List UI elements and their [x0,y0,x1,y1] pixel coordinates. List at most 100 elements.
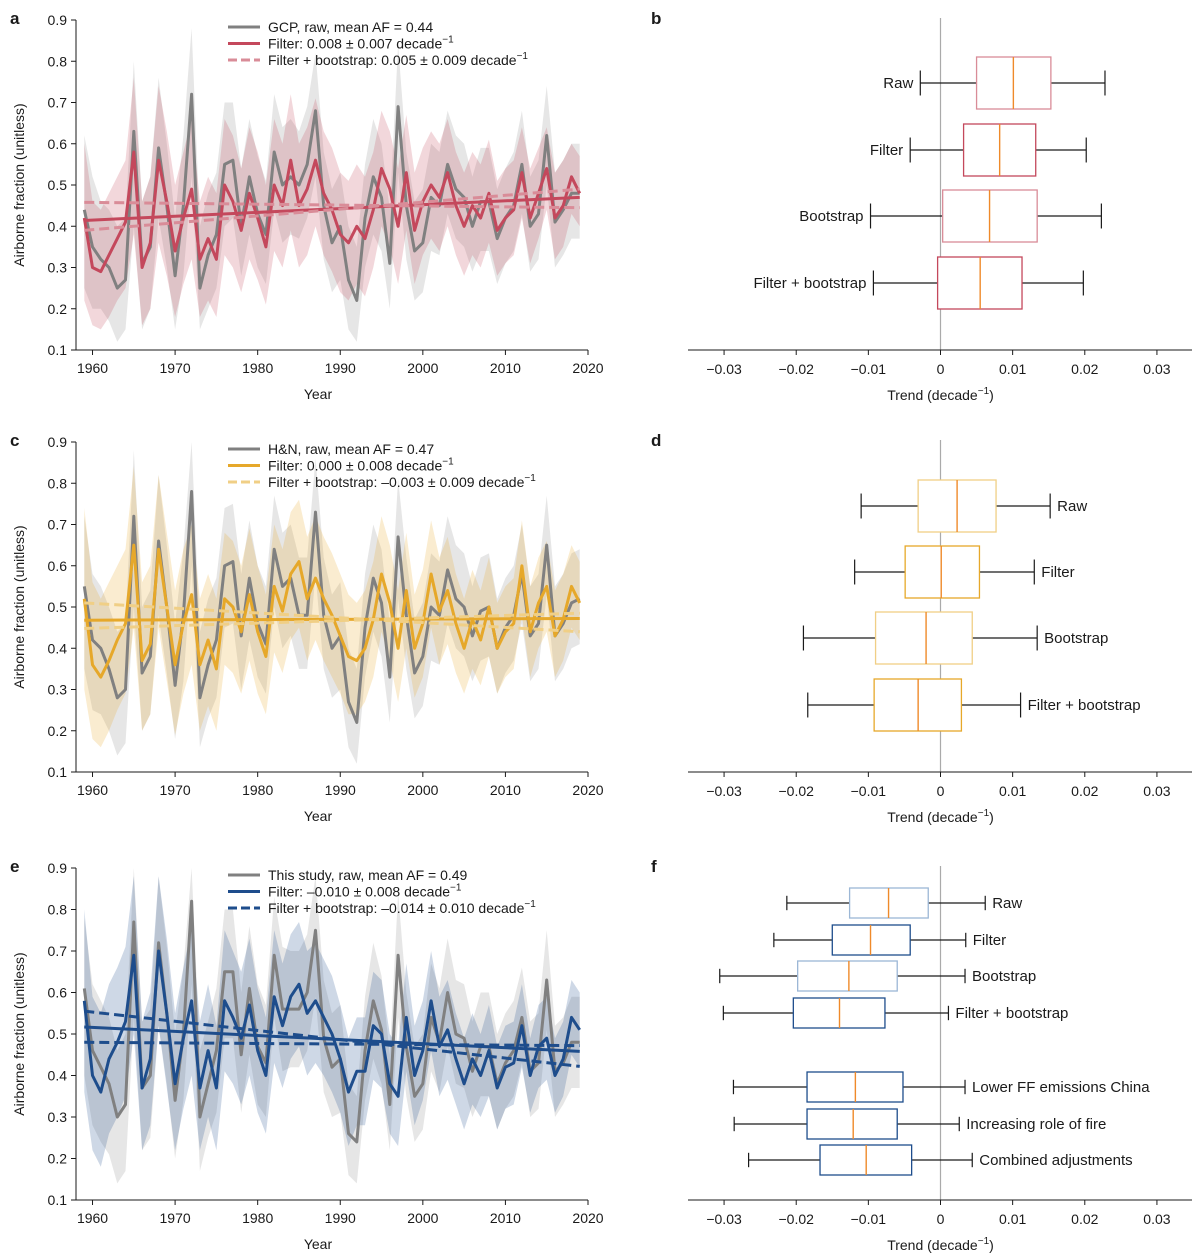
series-line-filter [82,949,581,1098]
x-tick-label: −0.03 [706,783,742,799]
y-tick-label: 0.2 [48,1151,68,1167]
box-label: Bootstrap [1044,630,1108,647]
y-tick-label: 0.9 [48,860,68,876]
bootstrap-trend-line [84,1009,580,1068]
x-tick-label: 2000 [407,1210,438,1226]
box-label: Filter + bootstrap [1028,697,1141,714]
bootstrap-trend-line [84,1040,580,1048]
y-tick-label: 0.2 [48,723,68,739]
x-tick-label: 0.02 [1071,783,1098,799]
x-axis-label: Year [304,1236,333,1252]
panel-d: d Raw Filter Bootstrap Filter + bootstrap −0.… [651,431,1192,825]
y-axis-label: Airborne fraction (unitless) [11,525,27,688]
y-tick-label: 0.2 [48,301,68,317]
panel-e: e 0.1 0.2 0.3 0.4 0.5 0.6 0.7 0.8 0.9 1960 1970 1980… [10,857,604,1252]
x-tick-label: 2010 [490,782,521,798]
legend-entry-main: Filter: 0.008 ± 0.007 decade [268,36,442,52]
legend-entry-main: Filter: 0.000 ± 0.008 decade [268,458,442,474]
x-axis-label-sup: −1 [978,808,990,819]
x-tick-label: 2020 [572,360,603,376]
y-tick-label: 0.3 [48,260,68,276]
uncertainty-band-raw [84,442,580,764]
x-axis-label: Trend (decade−1) [887,808,994,825]
legend-entry-sup: −1 [442,35,454,46]
y-tick-label: 0.6 [48,985,68,1001]
y-tick-label: 0.8 [48,902,68,918]
x-tick-label: 0 [937,1211,945,1227]
x-tick-label: 1990 [325,1210,356,1226]
y-tick-label: 0.8 [48,475,68,491]
x-axis-label-main: Trend (decade [887,809,978,825]
legend-entry: GCP, raw, mean AF = 0.44 [268,19,433,35]
y-tick-label: 0.1 [48,342,68,358]
x-axis-label-main: Trend (decade [887,387,978,403]
x-tick-label: −0.02 [778,361,814,377]
iqr-box [831,924,911,956]
x-tick-label: 2020 [572,1210,603,1226]
y-tick-label: 0.5 [48,599,68,615]
x-tick-label: 1980 [242,782,273,798]
box-label: Filter + bootstrap [753,275,866,292]
x-tick-label: 1960 [77,1210,108,1226]
x-tick-label: 0.01 [999,1211,1026,1227]
iqr-box [797,960,898,992]
x-tick-label: 2010 [490,360,521,376]
legend-entry: Filter + bootstrap: 0.005 ± 0.009 decade… [268,51,528,68]
box-label: Raw [883,75,913,92]
bootstrap-trend-line [84,187,580,232]
x-axis-label-sup: −1 [978,386,990,397]
x-tick-label: 2020 [572,782,603,798]
x-axis-label-close: ) [989,809,994,825]
legend-entry-sup: −1 [450,883,462,894]
box-label: Bootstrap [799,208,863,225]
uncertainty-band-filter [84,466,580,748]
y-tick-label: 0.9 [48,434,68,450]
box-label: Raw [1057,498,1087,515]
iqr-box [806,1108,898,1140]
y-tick-label: 0.3 [48,682,68,698]
legend-entry-main: Filter + bootstrap: –0.014 ± 0.010 decad… [268,900,525,916]
legend-entry-main: H&N, raw, mean AF = 0.47 [268,441,434,457]
x-tick-label: 1980 [242,1210,273,1226]
y-axis-label: Airborne fraction (unitless) [11,103,27,266]
uncertainty-band-raw [84,868,580,1184]
panel-letter-f: f [651,857,657,876]
x-tick-label: 0.01 [999,361,1026,377]
x-tick-label: 1960 [77,782,108,798]
y-tick-label: 0.4 [48,1068,68,1084]
box-label: Filter + bootstrap [955,1005,1068,1022]
box-label: Increasing role of fire [966,1116,1106,1133]
legend-entry-sup: −1 [524,473,536,484]
panel-letter-b: b [651,9,661,28]
y-tick-label: 0.8 [48,53,68,69]
y-tick-label: 0.1 [48,1192,68,1208]
legend-entry: This study, raw, mean AF = 0.49 [268,867,468,883]
x-tick-label: 0.02 [1071,361,1098,377]
panel-a: a 0.1 0.2 0.3 0.4 0.5 0.6 0.7 0.8 0.9 1960 1970 1980… [10,9,604,402]
x-tick-label: −0.01 [851,1211,887,1227]
box-label: Filter [973,932,1006,949]
y-tick-label: 0.5 [48,1026,68,1042]
x-tick-label: −0.02 [778,783,814,799]
legend-entry-main: Filter + bootstrap: 0.005 ± 0.009 decade [268,52,517,68]
x-tick-label: 1970 [160,1210,191,1226]
x-axis-label: Trend (decade−1) [887,1236,994,1253]
box-label: Filter [1041,564,1074,581]
bootstrap-trend-line [84,611,580,630]
panel-letter-c: c [10,431,19,450]
legend-entry-main: This study, raw, mean AF = 0.49 [268,867,468,883]
x-tick-label: 2000 [407,782,438,798]
x-tick-label: −0.02 [778,1211,814,1227]
y-tick-label: 0.3 [48,1109,68,1125]
bootstrap-trend-line [84,200,580,210]
y-tick-label: 0.7 [48,95,68,111]
x-tick-label: 1970 [160,360,191,376]
legend-entry-sup: −1 [517,51,529,62]
panel-letter-a: a [10,9,20,28]
x-axis-label-close: ) [989,387,994,403]
x-tick-label: 1960 [77,360,108,376]
box-label: Filter [870,142,903,159]
bootstrap-trend-line [84,601,580,634]
y-tick-label: 0.5 [48,177,68,193]
